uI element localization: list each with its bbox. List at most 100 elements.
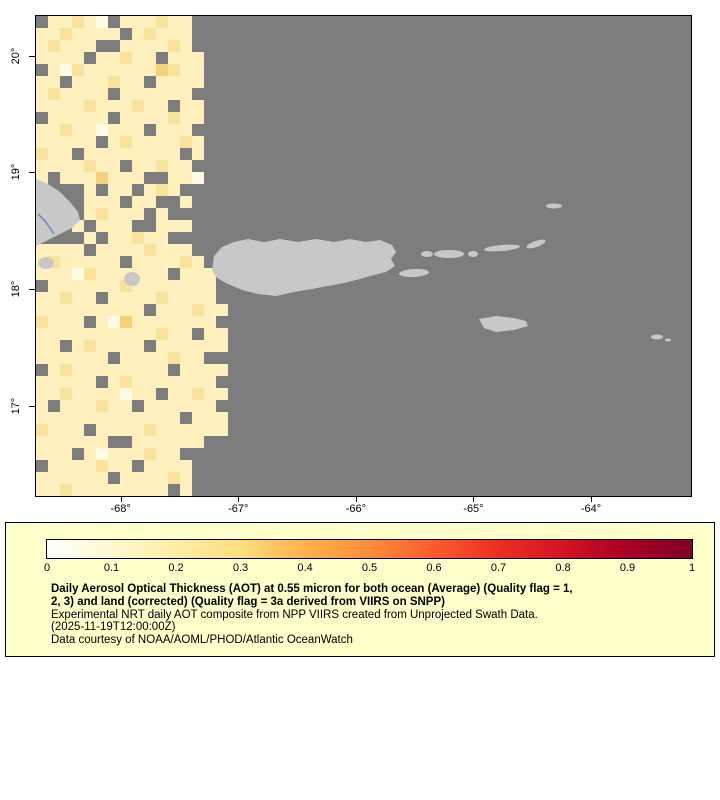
aot-cell — [192, 400, 204, 412]
aot-cell — [156, 112, 168, 124]
aot-cell — [204, 280, 216, 292]
aot-cell — [72, 304, 84, 316]
aot-cell — [60, 40, 72, 52]
aot-cell — [120, 376, 132, 388]
landmasses — [36, 179, 671, 342]
aot-cell — [96, 112, 108, 124]
aot-cell — [108, 412, 120, 424]
aot-cell — [204, 376, 216, 388]
aot-cell — [168, 304, 180, 316]
y-axis-tick — [29, 406, 35, 408]
aot-cell — [96, 256, 108, 268]
aot-cell — [120, 232, 132, 244]
aot-cell — [60, 88, 72, 100]
aot-cell — [108, 28, 120, 40]
aot-cell — [192, 268, 204, 280]
aot-cell — [84, 304, 96, 316]
aot-cell — [72, 280, 84, 292]
aot-cell — [60, 160, 72, 172]
aot-cell — [156, 64, 168, 76]
x-axis-label: -65° — [463, 503, 484, 515]
aot-cell — [108, 292, 120, 304]
aot-cell — [48, 316, 60, 328]
aot-cell — [180, 196, 192, 208]
legend-info-line: Data courtesy of NOAA/AOML/PHOD/Atlantic… — [51, 634, 353, 647]
aot-cell — [108, 340, 120, 352]
aot-cell — [156, 184, 168, 196]
colorbar-tick-label: 0.9 — [619, 562, 636, 574]
aot-cell — [144, 280, 156, 292]
aot-cell — [156, 352, 168, 364]
aot-cell — [84, 484, 96, 496]
aot-cell — [120, 412, 132, 424]
aot-cell — [192, 280, 204, 292]
aot-cell — [192, 412, 204, 424]
aot-cell — [48, 340, 60, 352]
aot-cell — [36, 40, 48, 52]
aot-cell — [96, 124, 108, 136]
aot-cell — [36, 328, 48, 340]
aot-cell — [192, 256, 204, 268]
aot-cell — [84, 88, 96, 100]
aot-cell — [60, 376, 72, 388]
aot-cell — [48, 388, 60, 400]
aot-cell — [48, 64, 60, 76]
colorbar-tick-label: 0.2 — [168, 562, 184, 574]
y-axis-tick — [29, 289, 35, 291]
aot-cell — [96, 244, 108, 256]
aot-cell — [144, 400, 156, 412]
aot-cell — [144, 448, 156, 460]
vieques-island — [399, 268, 429, 278]
aot-cell — [36, 160, 48, 172]
aot-cell — [60, 412, 72, 424]
aot-cell — [192, 148, 204, 160]
aot-cell — [48, 100, 60, 112]
aot-cell — [144, 184, 156, 196]
aot-cell — [36, 412, 48, 424]
aot-cell — [168, 424, 180, 436]
aot-cell — [156, 100, 168, 112]
aot-cell — [72, 328, 84, 340]
aot-cell — [120, 460, 132, 472]
aot-cell — [168, 172, 180, 184]
aot-cell — [216, 304, 228, 316]
aot-cell — [48, 76, 60, 88]
aot-cell — [144, 160, 156, 172]
aot-cell — [36, 340, 48, 352]
aot-cell — [84, 16, 96, 28]
aot-cell — [156, 400, 168, 412]
aot-cell — [192, 424, 204, 436]
aot-cell — [156, 364, 168, 376]
aot-cell — [216, 364, 228, 376]
aot-cell — [48, 16, 60, 28]
aot-cell — [72, 112, 84, 124]
aot-cell — [120, 172, 132, 184]
river-line — [37, 213, 55, 235]
aot-cell — [108, 244, 120, 256]
aot-cell — [48, 292, 60, 304]
aot-cell — [72, 292, 84, 304]
aot-cell — [144, 364, 156, 376]
aot-cell — [120, 328, 132, 340]
aot-cell — [132, 28, 144, 40]
x-axis-tick — [473, 497, 475, 502]
aot-cell — [180, 64, 192, 76]
aot-cell — [96, 76, 108, 88]
aot-cell — [156, 28, 168, 40]
aot-cell — [180, 136, 192, 148]
aot-cell — [120, 352, 132, 364]
aot-cell — [48, 112, 60, 124]
aot-cell — [48, 424, 60, 436]
aot-cell — [84, 436, 96, 448]
aot-cell — [96, 448, 108, 460]
aot-cell — [84, 124, 96, 136]
aot-cell — [108, 460, 120, 472]
aot-cell — [72, 88, 84, 100]
aot-cell — [48, 40, 60, 52]
colorbar-tick-label: 0.6 — [426, 562, 442, 574]
aot-cell — [72, 412, 84, 424]
legend-title-line: 2, 3) and land (corrected) (Quality flag… — [51, 595, 445, 608]
aot-cell — [108, 424, 120, 436]
aot-cell — [156, 268, 168, 280]
aot-cell — [84, 256, 96, 268]
